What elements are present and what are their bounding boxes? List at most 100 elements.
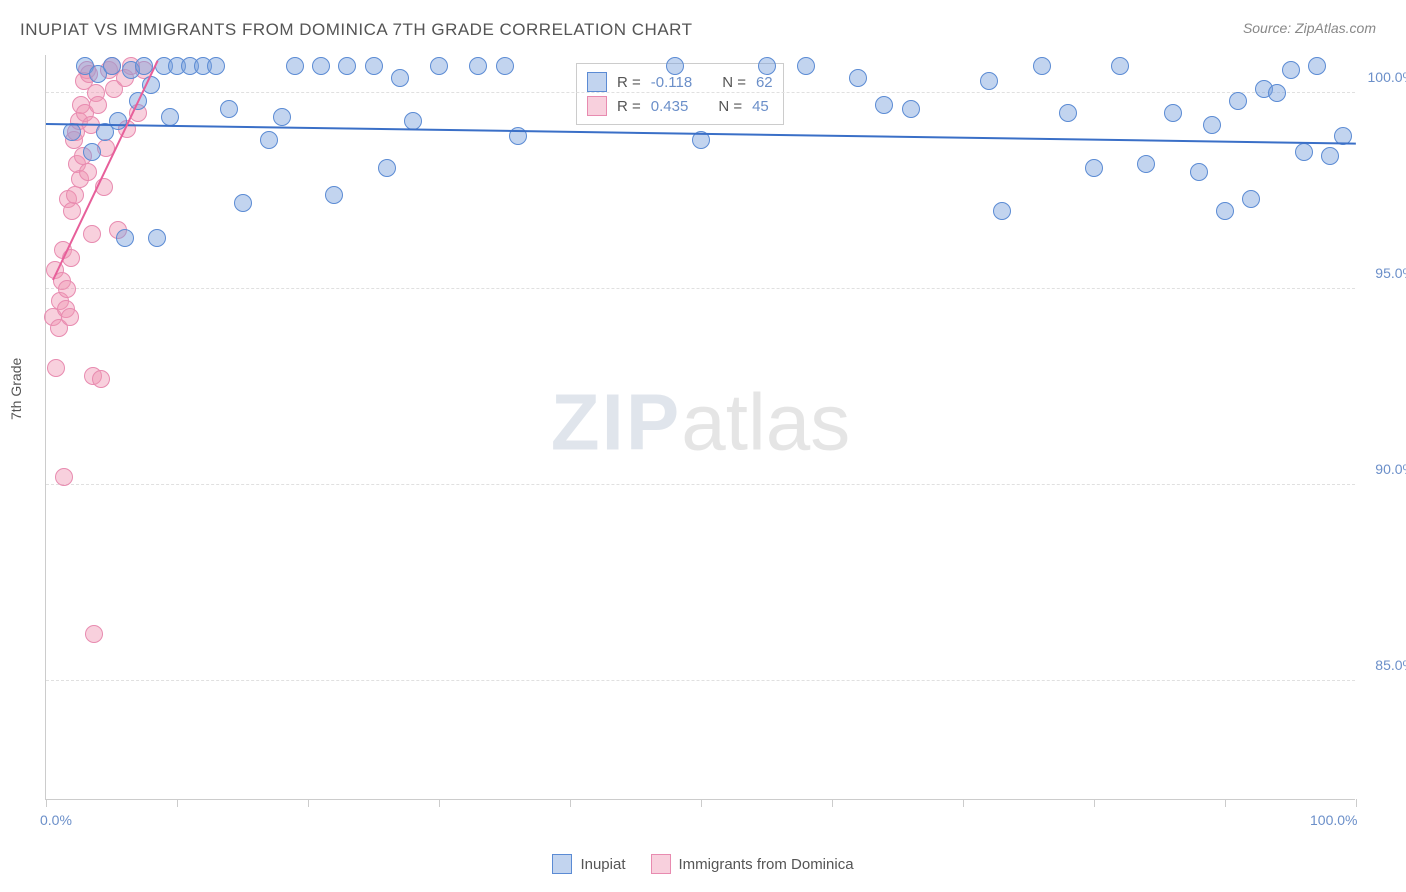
swatch-series2 xyxy=(651,854,671,874)
scatter-point-series1 xyxy=(1268,84,1286,102)
scatter-point-series1 xyxy=(875,96,893,114)
x-tick xyxy=(1225,799,1226,807)
scatter-point-series1 xyxy=(797,57,815,75)
scatter-point-series2 xyxy=(85,625,103,643)
scatter-point-series1 xyxy=(1203,116,1221,134)
n-label: N = xyxy=(718,98,742,115)
scatter-point-series2 xyxy=(58,280,76,298)
stats-row-series2: R = 0.435 N = 45 xyxy=(587,94,773,118)
scatter-point-series1 xyxy=(378,159,396,177)
chart-plot-area: ZIPatlas R = -0.118 N = 62 R = 0.435 N =… xyxy=(45,55,1355,800)
scatter-point-series1 xyxy=(1137,155,1155,173)
scatter-point-series1 xyxy=(1295,143,1313,161)
x-tick-label-min: 0.0% xyxy=(40,812,72,828)
scatter-point-series1 xyxy=(1111,57,1129,75)
series2-r-value: 0.435 xyxy=(651,98,689,115)
scatter-point-series2 xyxy=(47,359,65,377)
y-tick-label: 85.0% xyxy=(1375,657,1406,673)
x-tick xyxy=(177,799,178,807)
gridline xyxy=(46,288,1355,289)
scatter-point-series1 xyxy=(63,123,81,141)
scatter-point-series1 xyxy=(148,229,166,247)
scatter-point-series2 xyxy=(61,308,79,326)
r-label: R = xyxy=(617,98,641,115)
scatter-point-series1 xyxy=(207,57,225,75)
x-tick xyxy=(1356,799,1357,807)
scatter-point-series1 xyxy=(312,57,330,75)
x-tick xyxy=(1094,799,1095,807)
gridline xyxy=(46,484,1355,485)
scatter-point-series1 xyxy=(234,194,252,212)
scatter-point-series1 xyxy=(1308,57,1326,75)
scatter-point-series1 xyxy=(430,57,448,75)
scatter-point-series1 xyxy=(1282,61,1300,79)
scatter-point-series1 xyxy=(496,57,514,75)
scatter-point-series1 xyxy=(404,112,422,130)
x-tick xyxy=(701,799,702,807)
scatter-point-series1 xyxy=(83,143,101,161)
x-tick xyxy=(308,799,309,807)
x-tick xyxy=(832,799,833,807)
x-tick xyxy=(570,799,571,807)
scatter-point-series1 xyxy=(220,100,238,118)
scatter-point-series1 xyxy=(980,72,998,90)
scatter-point-series1 xyxy=(116,229,134,247)
legend-label-series2: Immigrants from Dominica xyxy=(679,856,854,873)
swatch-series1 xyxy=(552,854,572,874)
scatter-point-series1 xyxy=(103,57,121,75)
y-tick-label: 90.0% xyxy=(1375,461,1406,477)
scatter-point-series1 xyxy=(993,202,1011,220)
scatter-point-series2 xyxy=(55,468,73,486)
scatter-point-series1 xyxy=(1059,104,1077,122)
scatter-point-series1 xyxy=(338,57,356,75)
scatter-point-series1 xyxy=(1242,190,1260,208)
bottom-legend: Inupiat Immigrants from Dominica xyxy=(0,854,1406,874)
y-axis-label: 7th Grade xyxy=(8,358,24,420)
scatter-point-series2 xyxy=(89,96,107,114)
x-tick xyxy=(46,799,47,807)
watermark-part2: atlas xyxy=(681,377,850,466)
series1-n-value: 62 xyxy=(756,74,773,91)
scatter-point-series1 xyxy=(1033,57,1051,75)
x-tick-label-max: 100.0% xyxy=(1310,812,1357,828)
scatter-point-series1 xyxy=(902,100,920,118)
gridline xyxy=(46,680,1355,681)
swatch-series1 xyxy=(587,72,607,92)
legend-label-series1: Inupiat xyxy=(580,856,625,873)
n-label: N = xyxy=(722,74,746,91)
scatter-point-series1 xyxy=(666,57,684,75)
scatter-point-series2 xyxy=(79,163,97,181)
scatter-point-series2 xyxy=(83,225,101,243)
scatter-point-series1 xyxy=(1190,163,1208,181)
scatter-point-series1 xyxy=(1321,147,1339,165)
x-tick xyxy=(963,799,964,807)
scatter-point-series2 xyxy=(63,202,81,220)
scatter-point-series2 xyxy=(66,186,84,204)
scatter-point-series1 xyxy=(273,108,291,126)
trendline-series2 xyxy=(52,60,159,280)
scatter-point-series1 xyxy=(1085,159,1103,177)
scatter-point-series1 xyxy=(1229,92,1247,110)
chart-title: INUPIAT VS IMMIGRANTS FROM DOMINICA 7TH … xyxy=(20,20,693,40)
scatter-point-series1 xyxy=(286,57,304,75)
series2-n-value: 45 xyxy=(752,98,769,115)
scatter-point-series2 xyxy=(92,370,110,388)
scatter-point-series1 xyxy=(161,108,179,126)
gridline xyxy=(46,92,1355,93)
source-attribution: Source: ZipAtlas.com xyxy=(1243,20,1376,36)
scatter-point-series1 xyxy=(758,57,776,75)
series1-r-value: -0.118 xyxy=(651,74,692,91)
stats-row-series1: R = -0.118 N = 62 xyxy=(587,70,773,94)
scatter-point-series1 xyxy=(469,57,487,75)
scatter-point-series1 xyxy=(325,186,343,204)
legend-item-series2: Immigrants from Dominica xyxy=(651,854,854,874)
watermark: ZIPatlas xyxy=(551,376,850,468)
swatch-series2 xyxy=(587,96,607,116)
scatter-point-series1 xyxy=(849,69,867,87)
y-tick-label: 95.0% xyxy=(1375,265,1406,281)
scatter-point-series1 xyxy=(1164,104,1182,122)
scatter-point-series1 xyxy=(1216,202,1234,220)
scatter-point-series1 xyxy=(391,69,409,87)
y-tick-label: 100.0% xyxy=(1368,69,1406,85)
x-tick xyxy=(439,799,440,807)
